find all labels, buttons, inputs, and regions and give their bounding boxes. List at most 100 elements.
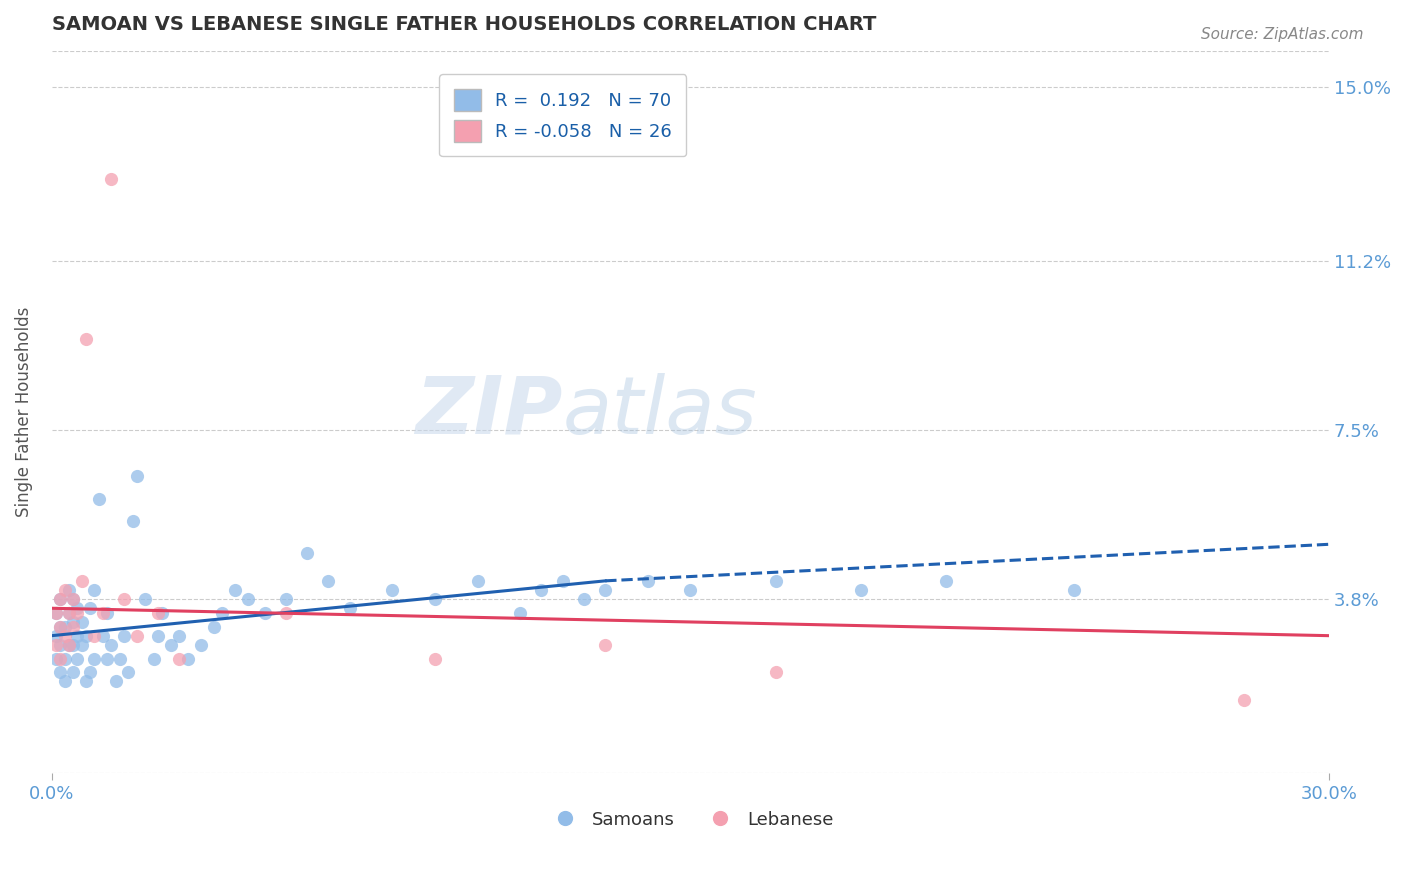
Point <box>169 629 191 643</box>
Point <box>62 615 84 629</box>
Y-axis label: Single Father Households: Single Father Households <box>15 307 32 517</box>
Point <box>62 638 84 652</box>
Point <box>83 651 105 665</box>
Point <box>58 638 80 652</box>
Point <box>58 638 80 652</box>
Point <box>62 665 84 680</box>
Point <box>423 651 446 665</box>
Point <box>112 629 135 643</box>
Point <box>53 629 76 643</box>
Point <box>70 574 93 588</box>
Point <box>253 606 276 620</box>
Point <box>509 606 531 620</box>
Point <box>96 606 118 620</box>
Point <box>49 592 72 607</box>
Point <box>75 674 97 689</box>
Point <box>765 665 787 680</box>
Point <box>83 582 105 597</box>
Point <box>53 651 76 665</box>
Point <box>45 606 67 620</box>
Point <box>87 491 110 506</box>
Point <box>49 651 72 665</box>
Point <box>134 592 156 607</box>
Point <box>83 629 105 643</box>
Point <box>274 606 297 620</box>
Point <box>91 606 114 620</box>
Point <box>169 651 191 665</box>
Text: SAMOAN VS LEBANESE SINGLE FATHER HOUSEHOLDS CORRELATION CHART: SAMOAN VS LEBANESE SINGLE FATHER HOUSEHO… <box>52 15 876 34</box>
Point <box>45 638 67 652</box>
Point <box>117 665 139 680</box>
Point <box>45 629 67 643</box>
Point <box>112 592 135 607</box>
Point <box>49 619 72 633</box>
Point <box>45 606 67 620</box>
Point <box>100 638 122 652</box>
Point <box>679 582 702 597</box>
Point <box>66 629 89 643</box>
Point <box>96 651 118 665</box>
Point <box>104 674 127 689</box>
Point <box>125 468 148 483</box>
Point <box>236 592 259 607</box>
Point <box>211 606 233 620</box>
Point <box>49 619 72 633</box>
Point <box>423 592 446 607</box>
Point <box>58 606 80 620</box>
Point <box>467 574 489 588</box>
Point <box>148 629 170 643</box>
Point <box>121 515 143 529</box>
Legend: Samoans, Lebanese: Samoans, Lebanese <box>540 804 841 836</box>
Point <box>849 582 872 597</box>
Point <box>593 582 616 597</box>
Point <box>274 592 297 607</box>
Point <box>91 629 114 643</box>
Text: Source: ZipAtlas.com: Source: ZipAtlas.com <box>1201 27 1364 42</box>
Point <box>75 332 97 346</box>
Point <box>125 629 148 643</box>
Point <box>79 665 101 680</box>
Point <box>53 619 76 633</box>
Point <box>49 665 72 680</box>
Point <box>572 592 595 607</box>
Point <box>62 592 84 607</box>
Point <box>66 606 89 620</box>
Point <box>142 651 165 665</box>
Point <box>58 582 80 597</box>
Point <box>45 651 67 665</box>
Point <box>551 574 574 588</box>
Point <box>295 546 318 560</box>
Point <box>1233 692 1256 706</box>
Point <box>49 592 72 607</box>
Point <box>58 606 80 620</box>
Text: atlas: atlas <box>562 373 758 450</box>
Point <box>70 638 93 652</box>
Point <box>339 601 361 615</box>
Point <box>75 629 97 643</box>
Point <box>53 582 76 597</box>
Point <box>62 592 84 607</box>
Point <box>148 606 170 620</box>
Point <box>108 651 131 665</box>
Point <box>70 615 93 629</box>
Point <box>66 651 89 665</box>
Point <box>62 619 84 633</box>
Point <box>79 601 101 615</box>
Point <box>637 574 659 588</box>
Point <box>593 638 616 652</box>
Point <box>66 601 89 615</box>
Point <box>318 574 340 588</box>
Point <box>177 651 200 665</box>
Point <box>224 582 246 597</box>
Text: ZIP: ZIP <box>415 373 562 450</box>
Point <box>53 674 76 689</box>
Point <box>381 582 404 597</box>
Point <box>1063 582 1085 597</box>
Point <box>190 638 212 652</box>
Point <box>152 606 174 620</box>
Point <box>49 638 72 652</box>
Point <box>935 574 957 588</box>
Point <box>530 582 553 597</box>
Point <box>765 574 787 588</box>
Point <box>202 619 225 633</box>
